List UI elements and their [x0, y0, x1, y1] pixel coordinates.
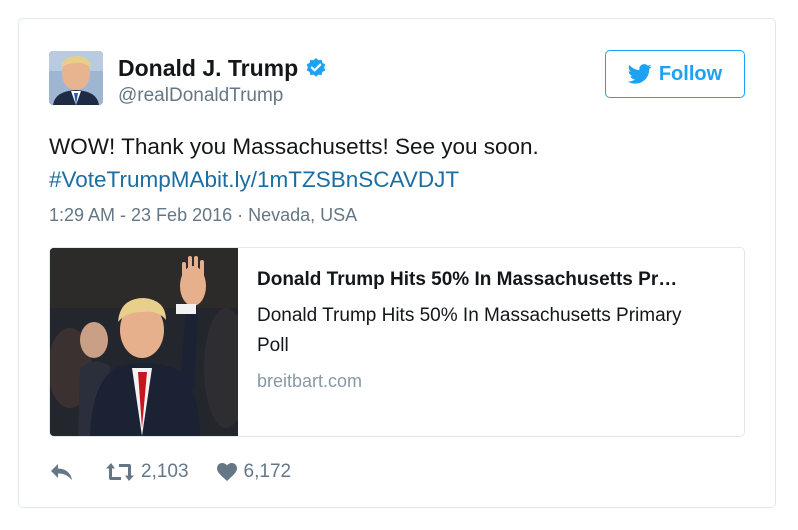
user-name[interactable]: Donald J. Trump — [118, 55, 299, 81]
url-link[interactable]: bit.ly/1mTZSBnSCAVDJT — [204, 167, 460, 192]
retweet-count: 2,103 — [141, 461, 189, 482]
card-domain: breitbart.com — [257, 371, 363, 391]
tweet-timestamp-location[interactable]: 1:29 AM - 23 Feb 2016 · Nevada, USA — [49, 205, 358, 225]
follow-button-label: Follow — [658, 62, 723, 85]
tweet-links: #VoteTrumpMAbit.ly/1mTZSBnSCAVDJT — [49, 164, 459, 196]
like-count: 6,172 — [243, 461, 292, 482]
heart-icon — [216, 463, 237, 481]
verified-badge-icon — [305, 57, 327, 79]
avatar-image — [49, 51, 103, 105]
tweet-text: WOW! Thank you Massachusetts! See you so… — [49, 134, 539, 159]
follow-button[interactable]: Follow — [605, 50, 745, 98]
link-preview-card[interactable]: Donald Trump Hits 50% In Massachusetts P… — [49, 247, 745, 437]
retweet-icon — [106, 463, 134, 481]
reply-icon — [51, 464, 72, 480]
tweet-card: Donald J. Trump @realDonaldTrump Follow … — [18, 18, 776, 508]
card-title[interactable]: Donald Trump Hits 50% In Massachusetts P… — [257, 269, 678, 290]
user-handle[interactable]: @realDonaldTrump — [118, 85, 284, 106]
twitter-bird-icon — [627, 64, 652, 84]
user-name-row[interactable]: Donald J. Trump — [118, 54, 327, 82]
reply-button[interactable] — [49, 462, 75, 482]
tweet-actions: 2,103 6,172 — [49, 459, 291, 485]
card-thumbnail — [50, 248, 238, 436]
avatar[interactable] — [49, 51, 103, 105]
card-description: Donald Trump Hits 50% In Massachusetts P… — [257, 305, 682, 356]
retweet-button[interactable]: 2,103 — [105, 461, 189, 483]
hashtag-link[interactable]: #VoteTrumpMA — [49, 167, 205, 192]
like-button[interactable]: 6,172 — [216, 461, 292, 483]
